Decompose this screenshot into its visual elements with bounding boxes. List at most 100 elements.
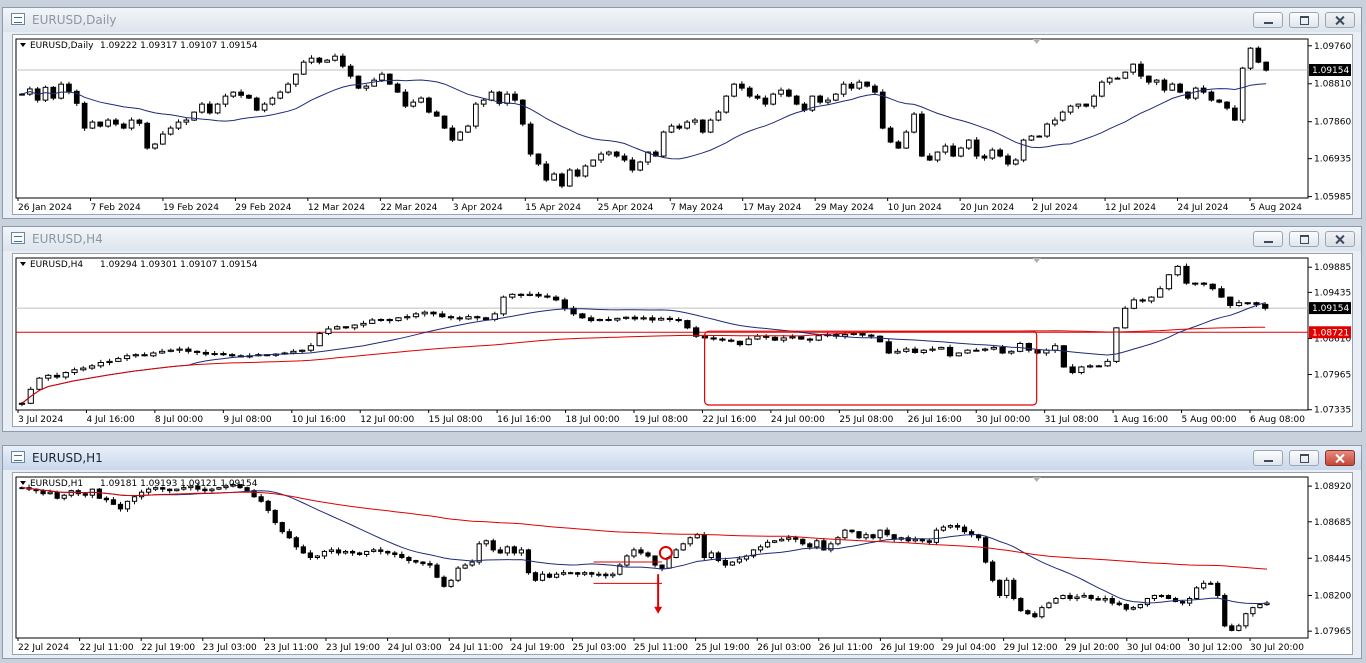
candle-body <box>96 488 102 499</box>
candle-body <box>307 345 315 351</box>
candle-body <box>1222 594 1228 627</box>
maximize-button[interactable] <box>1289 231 1319 247</box>
chart-symbol-label: EURUSD,H4 <box>30 260 83 270</box>
x-tick-label: 6 Aug 08:00 <box>1250 415 1305 425</box>
candle-body <box>62 372 69 378</box>
candle-body <box>911 348 919 353</box>
candle-body <box>378 549 384 552</box>
candle-body <box>1192 87 1199 99</box>
candle-body <box>553 573 560 578</box>
candle-body <box>543 163 550 181</box>
x-tick-label: 25 Jul 11:00 <box>634 643 688 653</box>
candle-body <box>1192 282 1199 285</box>
candle-body <box>136 119 143 124</box>
candle-body <box>1059 111 1066 121</box>
candle-body <box>490 540 496 551</box>
price-chart[interactable]: 1.09760 1.08810 1.07860 1.06935 1.05985 26 Ja… <box>12 34 1353 215</box>
candle-body <box>603 573 609 577</box>
chart-canvas[interactable]: 1.08920 1.08685 1.08445 1.08200 1.07965 22 Ju… <box>13 473 1352 654</box>
candle-body <box>321 550 328 557</box>
candle-body <box>891 534 897 540</box>
candle-body <box>183 119 190 123</box>
candle-body <box>1151 594 1158 600</box>
candle-body <box>244 487 250 492</box>
candle-body <box>801 103 808 111</box>
candle-body <box>195 485 201 490</box>
candle-body <box>300 61 307 75</box>
price-chart[interactable]: 1.08920 1.08685 1.08445 1.08200 1.07965 22 Ju… <box>12 472 1353 655</box>
candle-body <box>940 526 947 531</box>
title-bar[interactable]: EURUSD,H1 <box>3 446 1361 470</box>
x-tick-label: 16 Jul 16:00 <box>497 415 551 425</box>
candle-body <box>849 529 855 533</box>
title-bar[interactable]: EURUSD,Daily <box>3 8 1361 32</box>
candle-body <box>1039 607 1045 618</box>
candle-body <box>421 311 428 315</box>
candle-body <box>68 490 74 496</box>
candle-body <box>61 494 67 499</box>
minimize-button[interactable] <box>1253 231 1283 247</box>
x-tick-label: 3 Jul 2024 <box>18 415 63 425</box>
minimize-icon <box>1254 232 1282 246</box>
candle-body <box>1263 61 1270 71</box>
candle-body <box>708 552 714 559</box>
candle-body <box>877 529 883 539</box>
chart-canvas[interactable]: 1.09885 1.09435 1.08610 1.07965 1.07335 3 Jul… <box>13 254 1352 426</box>
candle-body <box>138 491 145 498</box>
candle-body <box>981 348 989 351</box>
candle-body <box>349 550 356 554</box>
candle-body <box>684 320 691 329</box>
candle-body <box>723 95 730 113</box>
candle-body <box>1005 155 1011 165</box>
candle-body <box>958 147 964 157</box>
candle-body <box>1247 47 1254 69</box>
candle-body <box>1036 135 1043 138</box>
x-tick-label: 30 Jul 20:00 <box>1250 643 1304 653</box>
candle-body <box>806 338 814 341</box>
close-button[interactable] <box>1325 231 1355 247</box>
candle-body <box>1253 302 1260 305</box>
x-tick-label: 24 Jul 00:00 <box>771 415 825 425</box>
candle-body <box>412 313 420 318</box>
candle-body <box>786 89 792 97</box>
candle-body <box>1262 303 1269 309</box>
candle-body <box>652 555 658 566</box>
minimize-icon <box>1254 13 1282 27</box>
close-button[interactable] <box>1325 12 1355 28</box>
candle-body <box>238 91 244 96</box>
candle-body <box>455 567 461 581</box>
current-price-badge <box>1309 64 1351 77</box>
candle-body <box>1148 296 1155 302</box>
x-tick-label: 15 Jul 08:00 <box>429 415 483 425</box>
close-button[interactable] <box>1325 450 1355 466</box>
candle-body <box>617 564 623 575</box>
maximize-button[interactable] <box>1289 12 1319 28</box>
candle-body <box>605 318 612 321</box>
candle-body <box>856 81 863 89</box>
price-chart[interactable]: 1.09885 1.09435 1.08610 1.07965 1.07335 3 Jul… <box>12 253 1353 427</box>
candle-body <box>335 549 342 554</box>
candle-body <box>1165 594 1172 600</box>
candle-body <box>314 555 321 559</box>
chart-canvas[interactable]: 1.09760 1.08810 1.07860 1.06935 1.05985 26 Ja… <box>13 35 1352 214</box>
title-bar[interactable]: EURUSD,H4 <box>3 227 1361 251</box>
candle-body <box>258 496 264 502</box>
candle-body <box>1122 71 1129 79</box>
x-tick-label: 25 Jul 19:00 <box>696 643 750 653</box>
minimize-button[interactable] <box>1253 450 1283 466</box>
candle-body <box>780 337 787 341</box>
candle-body <box>47 491 53 495</box>
maximize-button[interactable] <box>1289 450 1319 466</box>
candle-body <box>456 317 463 320</box>
candle-body <box>1052 119 1058 125</box>
x-tick-label: 22 Jul 19:00 <box>141 643 195 653</box>
x-tick-label: 26 Jul 19:00 <box>880 643 934 653</box>
candle-body <box>300 546 306 554</box>
candle-body <box>299 349 306 352</box>
candle-body <box>707 119 714 133</box>
minimize-button[interactable] <box>1253 12 1283 28</box>
y-tick-label: 1.08810 <box>1314 80 1351 90</box>
candle-body <box>673 549 679 559</box>
candle-body <box>1194 587 1200 600</box>
candle-body <box>965 139 972 149</box>
